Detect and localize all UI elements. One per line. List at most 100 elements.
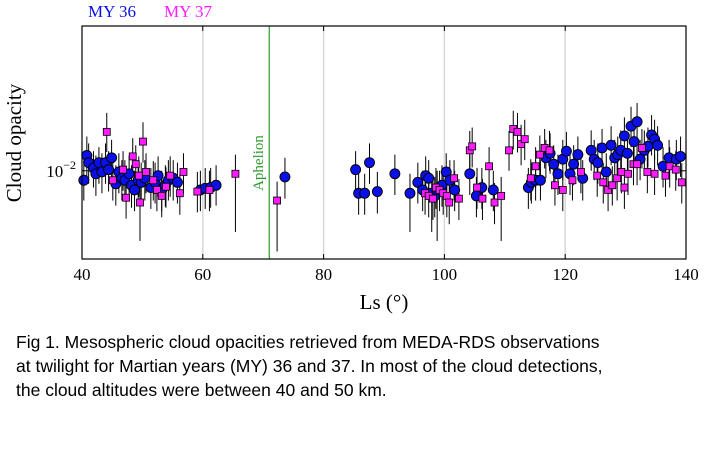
point-my36-51 bbox=[464, 168, 476, 180]
point-my37-42 bbox=[520, 135, 529, 144]
point-my36-88 bbox=[652, 139, 664, 151]
point-my37-5 bbox=[131, 160, 140, 169]
caption-line-1: Fig 1. Mesospheric cloud opacities retri… bbox=[16, 332, 600, 352]
point-my37-9 bbox=[142, 168, 150, 176]
point-my37-4 bbox=[128, 152, 137, 161]
point-my37-2 bbox=[119, 165, 127, 174]
annotations: Aphelion bbox=[251, 26, 270, 259]
point-my37-67 bbox=[671, 165, 680, 174]
point-my37-53 bbox=[599, 178, 608, 187]
point-my37-20 bbox=[273, 196, 281, 205]
point-my36-32 bbox=[279, 171, 291, 183]
point-my36-50 bbox=[449, 184, 461, 196]
point-my37-33 bbox=[473, 183, 481, 192]
point-my37-47 bbox=[545, 146, 554, 155]
x-axis-label: Ls (°) bbox=[360, 290, 409, 314]
point-my37-17 bbox=[193, 187, 202, 196]
point-my37-13 bbox=[162, 182, 170, 191]
point-my37-19 bbox=[231, 169, 240, 178]
point-my36-78 bbox=[618, 130, 630, 142]
point-my37-49 bbox=[558, 186, 567, 194]
axis-ticks: 40 60 80 100 120 140 10−2 bbox=[46, 26, 699, 284]
point-my36-54 bbox=[487, 184, 499, 196]
point-my37-28 bbox=[445, 198, 454, 207]
opacity-scatter-chart: MY 36 MY 37 Aphelion 40 60 80 100 120 140 10−2… bbox=[2, 2, 699, 314]
point-my37-52 bbox=[593, 171, 602, 180]
point-my36-62 bbox=[552, 168, 564, 180]
point-my37-45 bbox=[535, 150, 544, 159]
point-my36-58 bbox=[534, 174, 546, 186]
point-my36-27 bbox=[171, 176, 183, 188]
point-my37-54 bbox=[604, 186, 612, 194]
point-my36-35 bbox=[359, 187, 371, 199]
point-my36-61 bbox=[548, 158, 560, 170]
point-my37-35 bbox=[485, 162, 493, 171]
point-my37-12 bbox=[157, 191, 166, 200]
y-axis-label: Cloud opacity bbox=[2, 83, 26, 202]
point-my37-44 bbox=[531, 162, 540, 171]
point-my37-3 bbox=[122, 193, 130, 202]
point-my37-30 bbox=[454, 194, 463, 203]
point-my37-51 bbox=[577, 168, 585, 176]
point-my36-40 bbox=[412, 176, 424, 188]
point-my36-74 bbox=[605, 139, 617, 151]
point-my36-73 bbox=[600, 166, 612, 178]
point-my36-9 bbox=[106, 152, 118, 164]
point-my36-38 bbox=[389, 168, 401, 180]
point-my36-67 bbox=[572, 149, 584, 161]
point-my37-56 bbox=[613, 174, 622, 183]
point-my37-63 bbox=[643, 168, 652, 176]
x-tick-label-80: 80 bbox=[315, 265, 332, 284]
point-my36-0 bbox=[78, 174, 90, 186]
point-my37-38 bbox=[505, 146, 513, 155]
point-my37-32 bbox=[468, 142, 477, 151]
caption-line-3: the cloud altitudes were between 40 and … bbox=[16, 380, 387, 400]
point-my36-81 bbox=[628, 136, 640, 148]
point-my37-7 bbox=[136, 198, 144, 207]
point-my36-79 bbox=[621, 147, 633, 159]
point-my37-48 bbox=[551, 181, 559, 190]
legend-entry-my37: MY 37 bbox=[164, 2, 213, 21]
x-tick-label-100: 100 bbox=[432, 265, 458, 284]
point-my37-23 bbox=[429, 194, 437, 203]
point-my36-82 bbox=[631, 116, 643, 128]
point-my37-11 bbox=[152, 186, 161, 194]
point-my37-57 bbox=[617, 168, 626, 176]
point-my37-15 bbox=[175, 189, 184, 198]
point-my37-43 bbox=[526, 174, 535, 183]
point-my37-37 bbox=[497, 191, 506, 200]
point-my37-62 bbox=[638, 144, 646, 152]
point-my37-55 bbox=[608, 181, 617, 190]
point-my37-58 bbox=[620, 183, 629, 192]
point-my36-64 bbox=[560, 145, 572, 157]
aphelion-label: Aphelion bbox=[251, 135, 267, 191]
point-my36-92 bbox=[675, 150, 687, 162]
plot-frame bbox=[81, 25, 687, 260]
point-my37-1 bbox=[108, 176, 117, 185]
point-my36-33 bbox=[350, 164, 362, 176]
point-my36-31 bbox=[210, 179, 222, 191]
point-my37-64 bbox=[650, 169, 659, 178]
point-my36-16 bbox=[129, 184, 140, 196]
point-my36-66 bbox=[568, 158, 580, 170]
x-tick-label-140: 140 bbox=[673, 265, 699, 284]
point-my37-0 bbox=[102, 127, 111, 136]
legend-entry-my36: MY 36 bbox=[88, 2, 136, 21]
point-my36-43 bbox=[423, 172, 435, 184]
point-my37-27 bbox=[442, 191, 451, 200]
point-my37-8 bbox=[139, 137, 147, 146]
figure-caption: Fig 1. Mesospheric cloud opacities retri… bbox=[16, 330, 721, 402]
point-my36-71 bbox=[592, 157, 604, 169]
point-my37-29 bbox=[450, 174, 458, 183]
point-my37-61 bbox=[633, 160, 641, 169]
point-my37-68 bbox=[677, 178, 686, 187]
point-my37-40 bbox=[513, 127, 522, 136]
point-my37-50 bbox=[568, 176, 577, 185]
point-my36-8 bbox=[103, 164, 115, 176]
point-my37-16 bbox=[179, 168, 188, 176]
point-my37-36 bbox=[490, 198, 499, 207]
legend: MY 36 MY 37 bbox=[88, 2, 213, 21]
point-my36-36 bbox=[364, 157, 375, 169]
point-my37-10 bbox=[149, 176, 158, 185]
point-my37-65 bbox=[661, 171, 670, 180]
